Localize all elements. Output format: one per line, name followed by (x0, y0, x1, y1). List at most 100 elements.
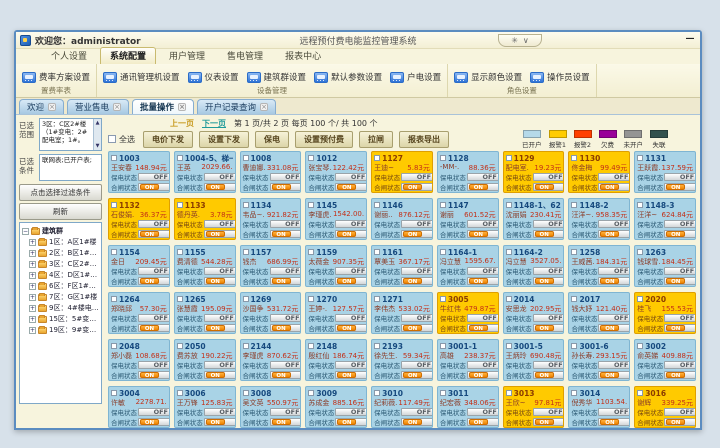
ribbon-button[interactable]: 通讯管理机设置 (103, 71, 180, 83)
menu-tab[interactable]: 售电管理 (227, 52, 264, 62)
protect-toggle[interactable]: OFF (401, 267, 432, 275)
switch-toggle[interactable]: ON (598, 418, 630, 426)
protect-toggle[interactable]: OFF (203, 220, 235, 228)
protect-toggle[interactable]: OFF (335, 314, 367, 322)
ribbon-button[interactable]: 默认参数设置 (314, 71, 382, 83)
meter-card[interactable]: 1145 李瑾虎. 1542.00. 保电状态 OFF 合闸状态 ON (305, 198, 368, 240)
switch-toggle[interactable]: ON (138, 371, 169, 379)
switch-toggle[interactable]: ON (401, 418, 432, 426)
meter-card[interactable]: 1155 费清德 544.28元 保电状态 OFF 合闸状态 ON (173, 245, 236, 287)
card-checkbox[interactable] (505, 155, 512, 161)
card-checkbox[interactable] (374, 249, 381, 255)
select-all[interactable]: 全选 (108, 134, 135, 145)
meter-card[interactable]: 3001-1 高雄 238.37元 保电状态 OFF 合闸状态 ON (436, 339, 499, 381)
switch-toggle[interactable]: ON (335, 418, 367, 426)
tree-item[interactable]: +7区：G区1#楼 (22, 292, 100, 303)
protect-toggle[interactable]: OFF (466, 361, 498, 369)
card-checkbox[interactable] (242, 296, 249, 302)
protect-toggle[interactable]: OFF (203, 408, 235, 416)
protect-toggle[interactable]: OFF (664, 361, 696, 369)
card-checkbox[interactable] (637, 343, 644, 349)
switch-toggle[interactable]: ON (664, 418, 696, 426)
card-checkbox[interactable] (571, 343, 578, 349)
card-checkbox[interactable] (308, 249, 315, 255)
expand-icon[interactable]: + (29, 261, 36, 268)
card-checkbox[interactable] (637, 249, 644, 255)
switch-toggle[interactable]: ON (466, 183, 498, 191)
card-checkbox[interactable] (111, 249, 117, 255)
meter-card[interactable]: 3010 纪莉薇. 117.49元 保电状态 OFF 合闸状态 ON (371, 386, 433, 428)
ribbon-button[interactable]: 建筑群设置 (246, 71, 306, 83)
protect-toggle[interactable]: OFF (466, 408, 498, 416)
meter-card[interactable]: 1146 谢丽.. 876.12元 保电状态 OFF 合闸状态 ON (371, 198, 433, 240)
listbox-scrollbar[interactable]: ▲ ▼ (93, 119, 101, 150)
switch-toggle[interactable]: ON (203, 183, 235, 191)
switch-toggle[interactable]: ON (532, 324, 564, 332)
card-checkbox[interactable] (111, 296, 117, 302)
next-page-link[interactable]: 下一页 (202, 118, 226, 128)
card-checkbox[interactable] (637, 390, 644, 396)
card-checkbox[interactable] (374, 390, 381, 396)
meter-card[interactable]: 1129 配电室. 19.23元 保电状态 OFF 合闸状态 ON (502, 151, 565, 193)
switch-toggle[interactable]: ON (203, 230, 235, 238)
close-icon[interactable]: × (260, 103, 269, 111)
protect-toggle[interactable]: OFF (401, 173, 432, 181)
card-checkbox[interactable] (571, 155, 578, 161)
card-checkbox[interactable] (439, 296, 446, 302)
building-tree[interactable]: −建筑群+1区：A区1#楼+2区：B区1#楼(B区1#)+3区：C区2#楼（1#… (19, 222, 102, 404)
protect-toggle[interactable]: OFF (335, 173, 367, 181)
switch-toggle[interactable]: ON (532, 418, 564, 426)
protect-toggle[interactable]: OFF (466, 267, 498, 275)
protect-toggle[interactable]: OFF (203, 173, 235, 181)
meter-card[interactable]: 1127 王迪~ 5.83元 保电状态 OFF 合闸状态 ON (371, 151, 433, 193)
protect-toggle[interactable]: OFF (269, 361, 301, 369)
meter-card[interactable]: 1258 王威茜. 184.31元 保电状态 OFF 合闸状态 ON (568, 245, 631, 287)
protect-toggle[interactable]: OFF (203, 267, 235, 275)
card-checkbox[interactable] (439, 343, 446, 349)
meter-card[interactable]: 1008 曹迪娜. 331.08元 保电状态 OFF 合闸状态 ON (239, 151, 302, 193)
card-checkbox[interactable] (571, 390, 578, 396)
menu-tab[interactable]: 用户管理 (169, 52, 206, 62)
meter-card[interactable]: 1264 郑晓邱 57.30元 保电状态 OFF 合闸状态 ON (108, 292, 170, 334)
prev-page-link[interactable]: 上一页 (170, 118, 194, 128)
protect-toggle[interactable]: OFF (664, 220, 696, 228)
switch-toggle[interactable]: ON (138, 183, 169, 191)
card-checkbox[interactable] (505, 390, 512, 396)
protect-toggle[interactable]: OFF (532, 220, 564, 228)
switch-toggle[interactable]: ON (203, 324, 235, 332)
toolbar-button[interactable]: 报表导出 (399, 130, 449, 148)
switch-toggle[interactable]: ON (598, 230, 630, 238)
tree-item[interactable]: +4区：D区1#楼（D区1） (22, 270, 100, 281)
protect-toggle[interactable]: OFF (466, 314, 498, 322)
meter-card[interactable]: 1159 太薇金 907.35元 保电状态 OFF 合闸状态 ON (305, 245, 368, 287)
protect-toggle[interactable]: OFF (532, 267, 564, 275)
meter-card[interactable]: 3001-5 王炳玲 690.48元 保电状态 OFF 合闸状态 ON (502, 339, 565, 381)
protect-toggle[interactable]: OFF (335, 408, 367, 416)
card-checkbox[interactable] (111, 202, 117, 208)
card-checkbox[interactable] (439, 249, 446, 255)
protect-toggle[interactable]: OFF (203, 361, 235, 369)
switch-toggle[interactable]: ON (401, 183, 432, 191)
protect-toggle[interactable]: OFF (664, 173, 696, 181)
protect-toggle[interactable]: OFF (532, 314, 564, 322)
tree-item[interactable]: +19区：9#变电站（2#楼） (22, 325, 100, 336)
switch-toggle[interactable]: ON (598, 183, 630, 191)
protect-toggle[interactable]: OFF (203, 314, 235, 322)
ribbon-button[interactable]: 户电设置 (390, 71, 441, 83)
protect-toggle[interactable]: OFF (401, 408, 432, 416)
card-checkbox[interactable] (242, 390, 249, 396)
protect-toggle[interactable]: OFF (466, 173, 498, 181)
card-checkbox[interactable] (242, 155, 249, 161)
card-checkbox[interactable] (505, 202, 512, 208)
protect-toggle[interactable]: OFF (269, 220, 301, 228)
switch-toggle[interactable]: ON (664, 277, 696, 285)
protect-toggle[interactable]: OFF (532, 361, 564, 369)
protect-toggle[interactable]: OFF (664, 314, 696, 322)
card-checkbox[interactable] (308, 343, 315, 349)
expand-icon[interactable]: + (29, 250, 36, 257)
ribbon-button[interactable]: 操作员设置 (530, 71, 590, 83)
doc-tab[interactable]: 营业售电 × (67, 99, 130, 114)
doc-tab[interactable]: 批量操作 × (132, 99, 195, 114)
card-checkbox[interactable] (374, 343, 381, 349)
expand-icon[interactable]: + (29, 316, 36, 323)
